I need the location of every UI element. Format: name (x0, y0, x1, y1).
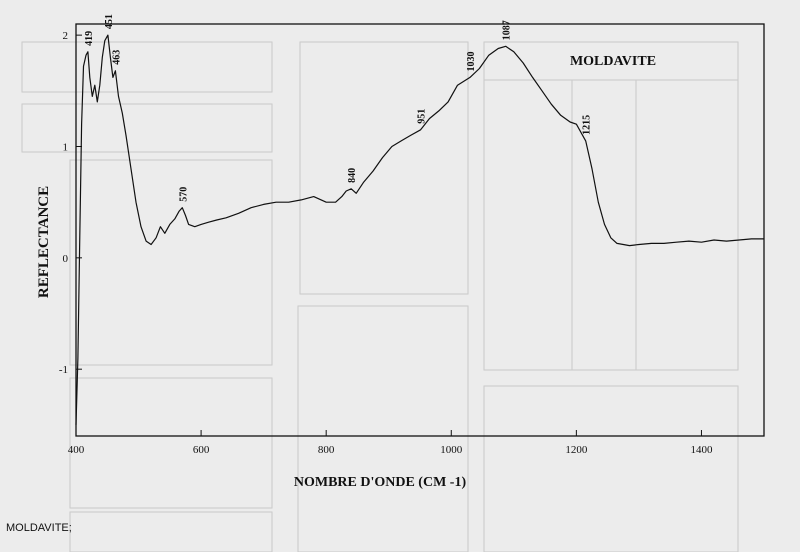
peak-label: 451 (104, 14, 115, 29)
chart-title: MOLDAVITE (570, 54, 656, 69)
x-tick-label: 1000 (440, 444, 463, 456)
peak-label: 419 (84, 31, 95, 46)
peak-label: 951 (417, 109, 428, 124)
y-tick-label: -1 (59, 364, 68, 376)
x-tick-label: 800 (318, 444, 335, 456)
x-axis-label: NOMBRE D'ONDE (CM -1) (294, 475, 467, 490)
reflectance-series-line (75, 34, 764, 425)
annotation-layer: 419 451 463 570 840 951 1030 1087 1215 (84, 14, 593, 202)
peak-label: 1030 (466, 51, 477, 71)
axes: 400 600 800 1000 1200 1400 -1 0 1 2 (59, 30, 713, 456)
y-tick-label: 0 (63, 253, 69, 265)
peak-label: 1087 (502, 20, 513, 40)
peak-label: 840 (347, 168, 358, 183)
y-axis-label: REFLECTANCE (36, 186, 52, 298)
caption-text: MOLDAVITE; (6, 522, 72, 534)
peak-label: 463 (111, 50, 122, 65)
plot-frame (75, 23, 765, 437)
peak-label: 1215 (582, 115, 593, 135)
x-tick-label: 1400 (690, 444, 713, 456)
x-tick-label: 400 (68, 444, 85, 456)
x-tick-label: 1200 (565, 444, 588, 456)
x-tick-label: 600 (193, 444, 210, 456)
y-tick-label: 2 (63, 30, 69, 42)
background-form (21, 41, 739, 552)
y-tick-label: 1 (63, 141, 69, 153)
series-layer (75, 34, 764, 425)
peak-label: 570 (178, 187, 189, 202)
